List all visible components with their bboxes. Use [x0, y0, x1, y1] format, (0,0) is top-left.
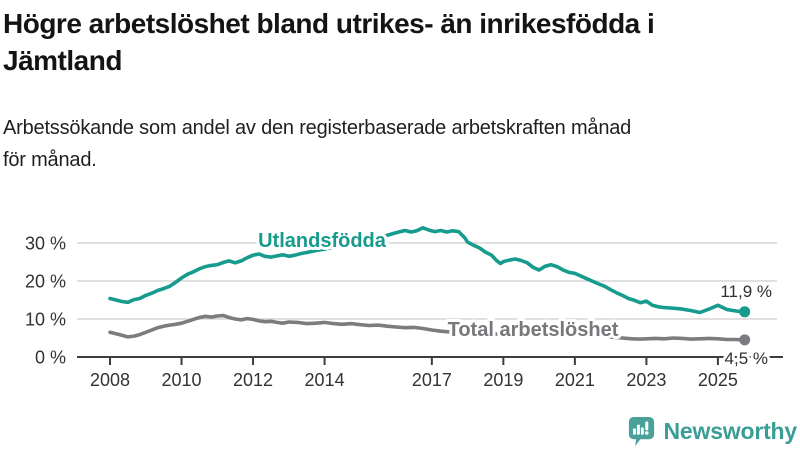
x-tick-label: 2025 [698, 370, 738, 390]
newsworthy-logo-icon [628, 416, 654, 447]
logo-bar-1 [632, 428, 636, 435]
series-label-total: Total arbetslöshet [448, 319, 619, 341]
page-title-line1: Högre arbetslöshet bland utrikes- än inr… [3, 8, 655, 39]
series-label-utlandsfodda: Utlandsfödda [258, 230, 387, 252]
series-end-dot-total [739, 334, 751, 346]
x-tick-label: 2017 [412, 370, 452, 390]
chart-subtitle: Arbetssökande som andel av den registerb… [3, 112, 783, 176]
x-tick-label: 2012 [233, 370, 273, 390]
logo-text: Newsworthy [663, 418, 798, 444]
page-title-line2: Jämtland [3, 45, 122, 76]
x-tick-label: 2019 [483, 370, 523, 390]
logo-bar-2 [636, 424, 640, 435]
x-tick-label: 2021 [555, 370, 595, 390]
y-tick-label: 30 % [25, 234, 66, 254]
end-value-total: 4,5 % [725, 349, 768, 368]
page-title: Högre arbetslöshet bland utrikes- än inr… [3, 5, 795, 79]
series-line-utlandsfodda [108, 226, 747, 315]
logo-bar-3 [640, 427, 644, 435]
newsworthy-logo[interactable]: Newsworthy [627, 416, 797, 447]
series-end-dot-utlandsfodda [739, 306, 751, 318]
end-value-utlandsfodda: 11,9 % [720, 282, 772, 301]
y-tick-label: 10 % [25, 310, 66, 330]
x-tick-label: 2010 [161, 370, 201, 390]
chart-subtitle-line1: Arbetssökande som andel av den registerb… [3, 117, 632, 139]
logo-exclamation-dot [644, 431, 649, 435]
logo-exclamation-stem [644, 421, 648, 431]
x-tick-label: 2008 [90, 370, 130, 390]
series-line-total [108, 313, 747, 342]
x-tick-label: 2014 [305, 370, 345, 390]
y-tick-label: 20 % [25, 272, 66, 292]
chart-subtitle-line2: för månad. [3, 149, 97, 171]
x-tick-label: 2023 [626, 370, 666, 390]
chart-header: Högre arbetslöshet bland utrikes- än inr… [3, 5, 795, 79]
y-tick-label: 0 % [35, 348, 66, 368]
